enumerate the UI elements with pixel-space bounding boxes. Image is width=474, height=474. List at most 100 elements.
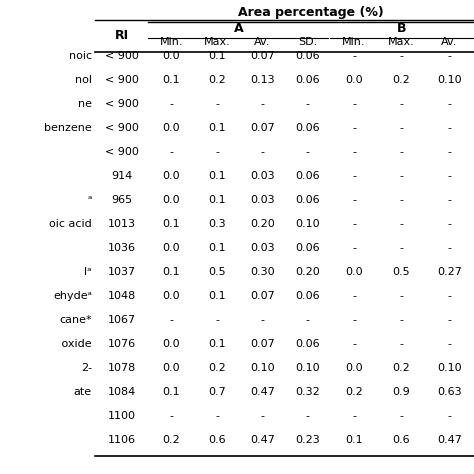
Text: -: - (261, 147, 264, 157)
Text: -: - (447, 123, 452, 133)
Text: 1067: 1067 (108, 315, 136, 325)
Text: 0.06: 0.06 (295, 51, 320, 61)
Text: Min.: Min. (342, 37, 366, 47)
Text: -: - (447, 219, 452, 229)
Text: B: B (397, 21, 407, 35)
Text: 965: 965 (111, 195, 132, 205)
Text: 0.1: 0.1 (209, 291, 226, 301)
Text: < 900: < 900 (105, 75, 138, 85)
Text: 0.0: 0.0 (163, 171, 180, 181)
Text: 0.0: 0.0 (345, 267, 363, 277)
Text: 0.1: 0.1 (209, 243, 226, 253)
Text: -: - (447, 51, 452, 61)
Text: 0.1: 0.1 (163, 75, 180, 85)
Text: 1036: 1036 (108, 243, 136, 253)
Text: 0.2: 0.2 (209, 363, 227, 373)
Text: Max.: Max. (204, 37, 231, 47)
Text: -: - (447, 411, 452, 421)
Text: -: - (447, 99, 452, 109)
Text: 0.6: 0.6 (209, 435, 226, 445)
Text: Min.: Min. (160, 37, 183, 47)
Text: 0.23: 0.23 (295, 435, 320, 445)
Text: -: - (400, 315, 403, 325)
Text: cane*: cane* (59, 315, 92, 325)
Text: 0.63: 0.63 (437, 387, 462, 397)
Text: 0.06: 0.06 (295, 123, 320, 133)
Text: -: - (306, 147, 310, 157)
Text: -: - (352, 123, 356, 133)
Text: 0.06: 0.06 (295, 291, 320, 301)
Text: -: - (352, 243, 356, 253)
Text: -: - (400, 51, 403, 61)
Text: 0.47: 0.47 (437, 435, 462, 445)
Text: 0.07: 0.07 (250, 339, 275, 349)
Text: < 900: < 900 (105, 99, 138, 109)
Text: 0.0: 0.0 (163, 123, 180, 133)
Text: -: - (261, 315, 264, 325)
Text: 0.0: 0.0 (345, 75, 363, 85)
Text: -: - (447, 339, 452, 349)
Text: -: - (447, 147, 452, 157)
Text: 0.07: 0.07 (250, 51, 275, 61)
Text: -: - (400, 99, 403, 109)
Text: Max.: Max. (388, 37, 415, 47)
Text: 0.20: 0.20 (250, 219, 275, 229)
Text: -: - (352, 195, 356, 205)
Text: 0.06: 0.06 (295, 171, 320, 181)
Text: 0.03: 0.03 (250, 195, 275, 205)
Text: -: - (170, 147, 173, 157)
Text: -: - (352, 51, 356, 61)
Text: 0.2: 0.2 (209, 75, 227, 85)
Text: 1048: 1048 (108, 291, 136, 301)
Text: -: - (170, 315, 173, 325)
Text: -: - (216, 147, 219, 157)
Text: 0.2: 0.2 (392, 75, 410, 85)
Text: 0.10: 0.10 (295, 219, 320, 229)
Text: 0.03: 0.03 (250, 171, 275, 181)
Text: 0.06: 0.06 (295, 195, 320, 205)
Text: ᵃ: ᵃ (88, 195, 92, 205)
Text: -: - (352, 147, 356, 157)
Text: -: - (447, 315, 452, 325)
Text: 0.47: 0.47 (250, 387, 275, 397)
Text: 0.0: 0.0 (163, 243, 180, 253)
Text: 0.32: 0.32 (295, 387, 320, 397)
Text: -: - (352, 99, 356, 109)
Text: -: - (400, 195, 403, 205)
Text: lᵃ: lᵃ (84, 267, 92, 277)
Text: 0.07: 0.07 (250, 291, 275, 301)
Text: -: - (216, 411, 219, 421)
Text: 1076: 1076 (108, 339, 136, 349)
Text: -: - (352, 315, 356, 325)
Text: 0.13: 0.13 (250, 75, 275, 85)
Text: 0.2: 0.2 (345, 387, 363, 397)
Text: 1037: 1037 (108, 267, 136, 277)
Text: 914: 914 (111, 171, 132, 181)
Text: -: - (306, 411, 310, 421)
Text: -: - (400, 219, 403, 229)
Text: -: - (447, 291, 452, 301)
Text: -: - (400, 123, 403, 133)
Text: Area percentage (%): Area percentage (%) (238, 6, 384, 18)
Text: < 900: < 900 (105, 147, 138, 157)
Text: -: - (400, 243, 403, 253)
Text: 0.03: 0.03 (250, 243, 275, 253)
Text: 0.1: 0.1 (163, 267, 180, 277)
Text: 1084: 1084 (108, 387, 136, 397)
Text: Av.: Av. (441, 37, 458, 47)
Text: 0.1: 0.1 (163, 219, 180, 229)
Text: -: - (447, 243, 452, 253)
Text: 0.1: 0.1 (209, 51, 226, 61)
Text: 2-: 2- (81, 363, 92, 373)
Text: -: - (400, 339, 403, 349)
Text: -: - (306, 99, 310, 109)
Text: -: - (352, 219, 356, 229)
Text: benzene: benzene (44, 123, 92, 133)
Text: 0.1: 0.1 (209, 171, 226, 181)
Text: 0.0: 0.0 (163, 363, 180, 373)
Text: -: - (306, 315, 310, 325)
Text: 0.1: 0.1 (345, 435, 363, 445)
Text: 0.1: 0.1 (209, 123, 226, 133)
Text: 1106: 1106 (108, 435, 136, 445)
Text: -: - (400, 147, 403, 157)
